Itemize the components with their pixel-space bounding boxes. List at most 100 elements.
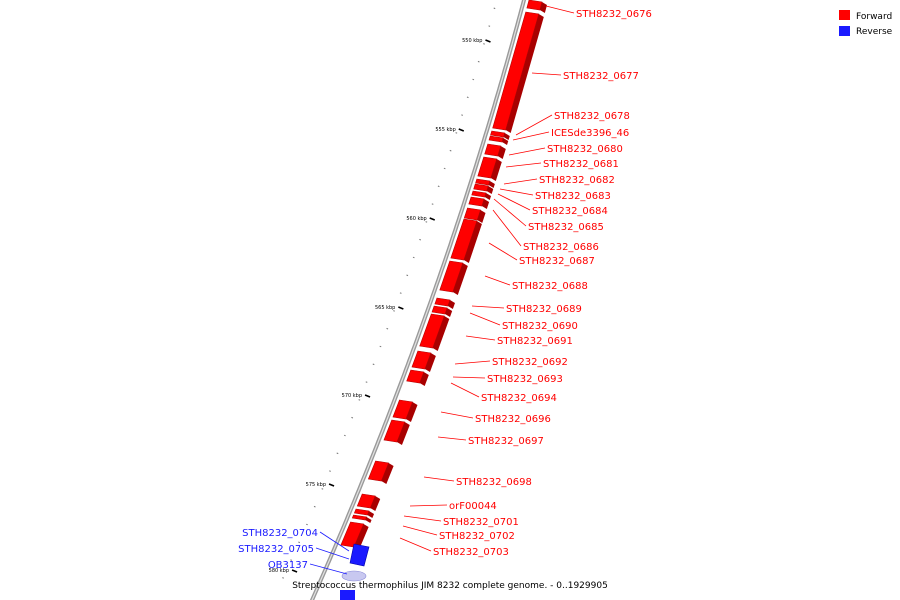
scale-label: 575 kbp — [306, 482, 326, 488]
label-leader-line — [499, 188, 534, 196]
minor-tick — [358, 399, 361, 401]
forward-gene-side — [452, 263, 468, 295]
forward-gene-arrow — [471, 190, 487, 198]
gene-label-forward: STH8232_0688 — [512, 281, 588, 292]
minor-tick — [282, 577, 285, 579]
minor-tick — [483, 43, 485, 45]
forward-gene-side — [419, 372, 429, 386]
label-leader-line — [497, 193, 531, 211]
gene-features — [340, 0, 547, 600]
label-leader-line — [452, 376, 486, 379]
minor-tick — [412, 256, 415, 259]
scale-label: 555 kbp — [435, 127, 455, 133]
minor-tick — [488, 25, 491, 27]
forward-gene-arrow — [468, 196, 485, 207]
forward-gene-side — [503, 133, 510, 140]
minor-tick — [351, 416, 354, 419]
label-leader-line — [515, 114, 553, 136]
minor-tick — [343, 434, 346, 437]
minor-tick — [386, 327, 389, 330]
forward-gene-side — [502, 138, 509, 145]
legend-forward-swatch — [839, 10, 850, 20]
gene-label-forward: STH8232_0682 — [539, 175, 615, 186]
gene-label-forward: STH8232_0687 — [519, 256, 595, 267]
forward-gene-side — [490, 159, 502, 181]
forward-gene-side — [539, 2, 547, 13]
major-tick — [429, 217, 436, 221]
label-leader-line — [423, 476, 455, 482]
scale-ticks — [282, 7, 496, 579]
forward-gene-side — [481, 199, 490, 209]
gene-label-forward: STH8232_0692 — [492, 357, 568, 368]
label-leader-line — [545, 5, 575, 14]
gene-label-forward: STH8232_0689 — [506, 304, 582, 315]
minor-tick — [493, 7, 496, 10]
label-leader-line — [315, 547, 350, 560]
reverse-gene-arrow — [340, 590, 355, 600]
gene-label-forward: STH8232_0680 — [547, 144, 623, 155]
label-leader-line — [492, 209, 522, 247]
minor-tick — [472, 78, 475, 81]
gene-label-forward: STH8232_0683 — [535, 191, 611, 202]
minor-tick — [466, 96, 469, 99]
minor-tick — [298, 541, 301, 544]
label-leader-line — [440, 411, 474, 419]
legend-forward-label: Forward — [856, 12, 892, 22]
forward-gene-side — [365, 517, 372, 523]
minor-tick — [372, 363, 375, 366]
gene-label-forward: STH8232_0701 — [443, 517, 519, 528]
major-tick — [485, 39, 491, 43]
gene-label-forward: STH8232_0693 — [487, 374, 563, 385]
minor-tick — [290, 559, 293, 561]
label-leader-line — [505, 162, 542, 168]
forward-gene-arrow — [473, 183, 489, 192]
minor-tick — [336, 452, 339, 455]
backbone-highlight — [311, 0, 525, 600]
legend-reverse-swatch — [839, 26, 850, 36]
major-tick — [364, 394, 371, 398]
gene-label-forward: STH8232_0684 — [532, 206, 608, 217]
gene-label-forward: orF00044 — [449, 501, 497, 512]
forward-gene-arrow — [431, 305, 448, 315]
forward-gene-side — [381, 463, 394, 484]
forward-gene-side — [477, 210, 486, 223]
gene-label-forward: STH8232_0697 — [468, 436, 544, 447]
gene-label-forward: STH8232_0694 — [481, 393, 557, 404]
gene-label-forward: STH8232_0677 — [563, 71, 639, 82]
major-tick — [398, 306, 404, 310]
forward-gene-side — [396, 422, 410, 445]
minor-tick — [443, 167, 446, 170]
gene-label-reverse: STH8232_0705 — [238, 544, 314, 555]
legend: Forward Reverse — [839, 10, 893, 37]
label-leader-line — [469, 312, 501, 326]
label-leader-line — [450, 382, 480, 398]
label-leader-line — [512, 131, 550, 141]
label-leader-line — [493, 198, 527, 227]
label-leader-line — [319, 531, 350, 552]
gene-label-forward: ICESde3396_46 — [551, 128, 629, 139]
gene-label-forward: STH8232_0678 — [554, 111, 630, 122]
legend-reverse-label: Reverse — [856, 27, 893, 37]
minor-tick — [477, 60, 480, 63]
forward-gene-side — [488, 181, 495, 188]
minor-tick — [329, 470, 331, 472]
label-leader-line — [484, 275, 511, 286]
reverse-gene-arrow — [349, 543, 370, 567]
forward-gene-side — [445, 308, 453, 317]
gene-label-forward: STH8232_0686 — [523, 242, 599, 253]
gene-label-forward: STH8232_0698 — [456, 477, 532, 488]
forward-gene-side — [424, 353, 436, 372]
forward-gene-arrow — [351, 514, 367, 521]
gene-label-forward: STH8232_0691 — [497, 336, 573, 347]
label-leader-line — [531, 72, 562, 76]
label-leader-line — [508, 147, 546, 156]
gene-label-forward: STH8232_0676 — [576, 9, 652, 20]
major-tick — [328, 483, 335, 487]
minor-tick — [437, 185, 440, 188]
scale-label: 580 kbp — [269, 568, 289, 574]
minor-tick — [399, 292, 402, 294]
scale-label: 570 kbp — [342, 393, 362, 399]
minor-tick — [379, 345, 382, 348]
forward-gene-arrow — [434, 297, 451, 307]
